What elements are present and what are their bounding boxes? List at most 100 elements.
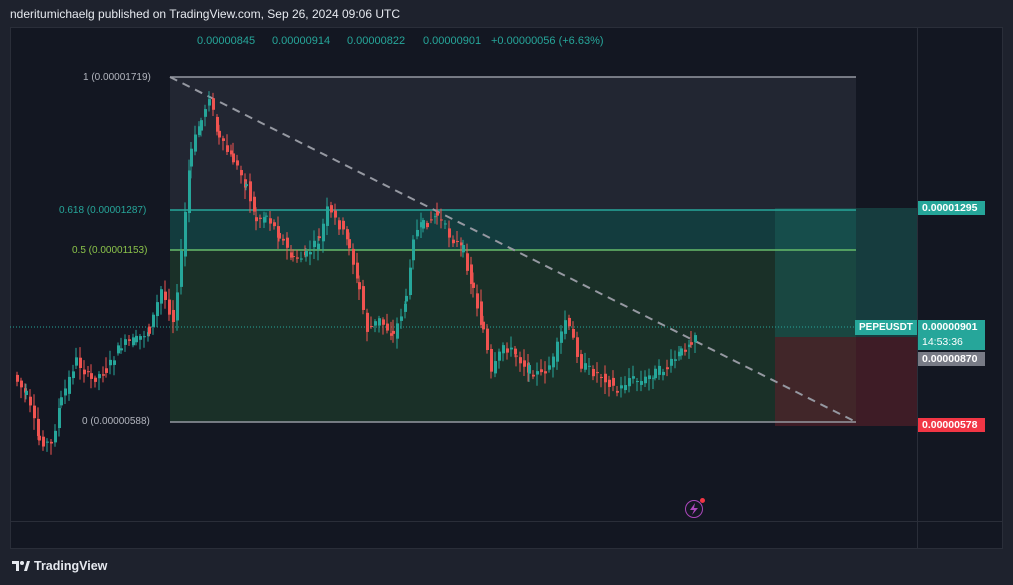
candle-body xyxy=(482,321,485,330)
candle-body xyxy=(94,377,97,382)
candle-body xyxy=(296,257,299,259)
target-price-tag: 0.00001295 xyxy=(918,201,985,215)
publisher-caption: nderitumichaelg published on TradingView… xyxy=(10,7,401,21)
candle-body xyxy=(452,239,455,244)
candle-body xyxy=(444,223,447,225)
candle-body xyxy=(648,375,651,380)
candle-body xyxy=(498,351,501,361)
lightning-icon[interactable] xyxy=(685,498,705,518)
candle-body xyxy=(596,372,599,374)
candle-body xyxy=(172,309,175,323)
candle-body xyxy=(148,326,151,334)
candle-body xyxy=(226,145,229,152)
candle-body xyxy=(680,348,683,356)
candle-body xyxy=(83,369,86,375)
candle-body xyxy=(152,314,155,327)
stop-price-tag: 0.00000578 xyxy=(918,418,985,432)
candle-body xyxy=(658,365,661,375)
candle-body xyxy=(265,215,268,217)
candle-body xyxy=(420,222,423,228)
candle-body xyxy=(156,302,159,317)
candle-body xyxy=(282,238,285,241)
fib-zone-lower xyxy=(170,250,856,422)
candle-body xyxy=(528,365,531,374)
candle-body xyxy=(135,335,138,343)
candle-body xyxy=(572,328,575,338)
candle-body xyxy=(113,360,116,365)
candle-body xyxy=(188,170,191,214)
candle-body xyxy=(313,240,316,248)
candle-body xyxy=(548,365,551,370)
candle-body xyxy=(640,381,643,385)
candle-body xyxy=(286,237,289,248)
candle-body xyxy=(168,299,171,315)
candle-body xyxy=(502,345,505,354)
candle-body xyxy=(20,380,23,388)
candle-body xyxy=(592,368,595,377)
current-price: 0.00000901 xyxy=(922,321,978,333)
trendline xyxy=(169,76,857,423)
candle-body xyxy=(476,293,479,309)
candle-body xyxy=(694,335,697,343)
tradingview-logo-icon xyxy=(12,561,30,571)
candle-body xyxy=(636,381,639,383)
symbol-tag: PEPEUSDT xyxy=(855,320,917,335)
candle-body xyxy=(230,150,233,155)
candle-body xyxy=(588,365,591,367)
candle-body xyxy=(109,359,112,366)
candle-body xyxy=(374,321,377,326)
candle-body xyxy=(204,109,207,117)
candle-body xyxy=(654,368,657,379)
candle-body xyxy=(46,441,49,443)
candle-body xyxy=(405,295,408,302)
candle-body xyxy=(392,330,395,334)
candle-body xyxy=(514,348,517,355)
candle-body xyxy=(556,341,559,362)
candle-body xyxy=(72,371,75,379)
candle-body xyxy=(194,134,197,152)
candle-body xyxy=(322,223,325,242)
candle-body xyxy=(102,374,105,376)
tradingview-logo[interactable]: TradingView xyxy=(12,559,107,573)
candle-body xyxy=(382,319,385,325)
candle-body xyxy=(263,217,266,223)
candle-body xyxy=(612,377,615,386)
candle-body xyxy=(422,220,425,229)
candle-body xyxy=(608,379,611,387)
candle-body xyxy=(16,374,19,382)
candle-body xyxy=(352,248,355,265)
candle-body xyxy=(510,347,513,350)
candle-body xyxy=(128,339,131,341)
candle-body xyxy=(523,360,526,367)
candle-body xyxy=(218,130,221,138)
candle-body xyxy=(198,126,201,136)
candle-body xyxy=(386,323,389,331)
candle-body xyxy=(236,160,239,166)
candle-body xyxy=(490,348,493,372)
candle-body xyxy=(519,357,522,364)
candle-body xyxy=(338,220,341,230)
candle-body xyxy=(396,323,399,339)
candle-body xyxy=(486,328,489,351)
candle-body xyxy=(604,373,607,383)
candle-body xyxy=(584,363,587,370)
candle-body xyxy=(652,377,655,379)
candle-body xyxy=(132,337,135,346)
candle-body xyxy=(544,371,547,374)
time-axis-divider xyxy=(10,521,1003,522)
ohlc-open: 0.00000845 xyxy=(197,35,256,47)
candle-body xyxy=(120,348,123,351)
fib-zone-middle xyxy=(170,210,856,250)
candle-body xyxy=(624,385,627,391)
candle-body xyxy=(568,317,571,327)
candle-body xyxy=(616,390,619,393)
candle-body xyxy=(90,373,93,379)
candle-body xyxy=(342,220,345,230)
candle-body xyxy=(678,351,681,357)
candle-body xyxy=(259,217,262,219)
candle-body xyxy=(552,356,555,368)
candle-body xyxy=(662,371,665,376)
candle-body xyxy=(58,408,61,429)
candle-body xyxy=(470,264,473,285)
